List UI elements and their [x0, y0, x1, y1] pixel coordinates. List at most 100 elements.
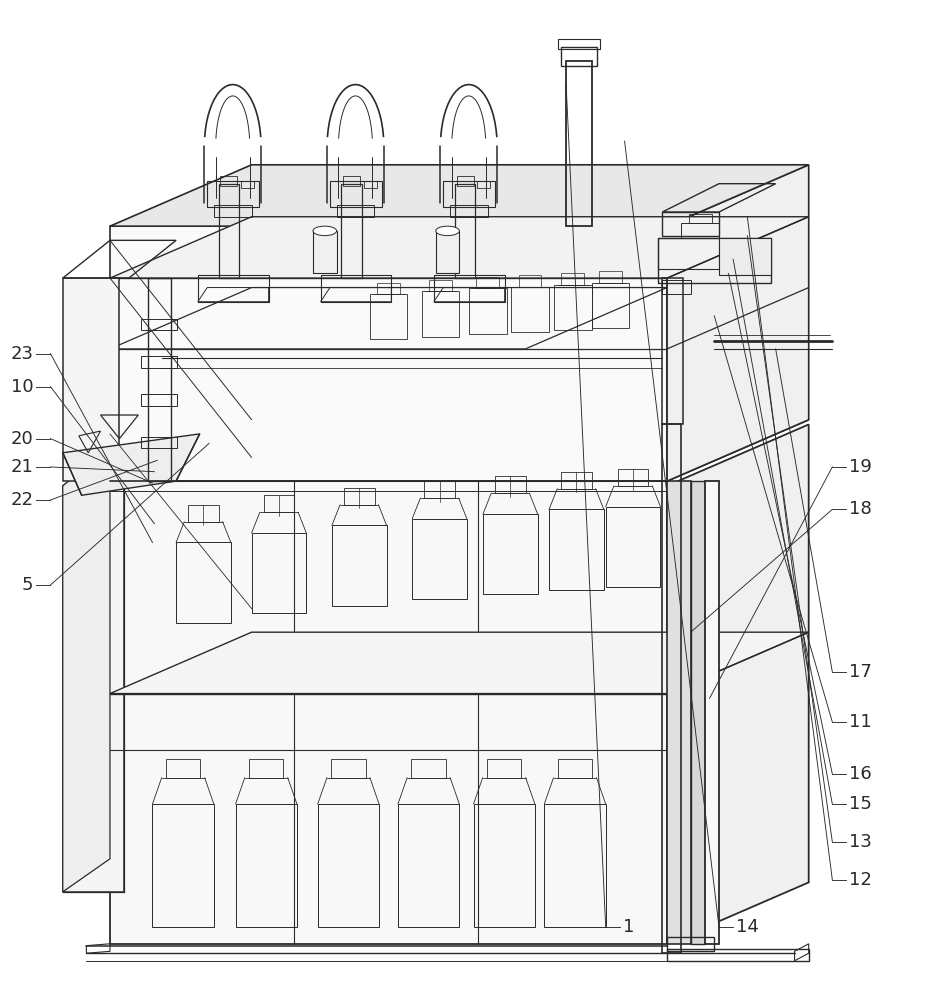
Bar [331, 525, 386, 606]
Text: 21: 21 [10, 458, 33, 476]
Bar [411, 759, 446, 778]
Bar [495, 476, 526, 493]
Bar [63, 278, 119, 481]
Bar [443, 181, 495, 207]
Bar [207, 181, 259, 207]
Bar [344, 488, 375, 505]
Text: 1: 1 [623, 918, 634, 936]
Bar [487, 759, 522, 778]
Bar [719, 238, 771, 275]
Text: 15: 15 [849, 795, 872, 813]
Bar [421, 291, 459, 337]
Text: 5: 5 [22, 576, 33, 594]
Bar [606, 507, 660, 587]
Bar [681, 223, 719, 238]
Text: 13: 13 [849, 833, 872, 851]
Text: 10: 10 [10, 378, 33, 396]
Bar [662, 212, 719, 236]
Bar [690, 481, 705, 944]
Bar [252, 533, 307, 613]
Bar [141, 356, 177, 368]
Bar [688, 214, 712, 223]
Bar [110, 481, 667, 944]
Bar [188, 505, 219, 522]
Bar [249, 759, 283, 778]
Polygon shape [110, 217, 809, 278]
Bar [554, 285, 592, 330]
Bar [148, 278, 171, 481]
Text: 23: 23 [10, 345, 33, 363]
Bar [617, 469, 649, 486]
Bar [450, 205, 488, 217]
Bar [667, 481, 690, 944]
Polygon shape [667, 424, 809, 944]
Bar [434, 275, 505, 302]
Bar [141, 319, 177, 330]
Bar [558, 759, 592, 778]
Bar [330, 181, 382, 207]
Text: 14: 14 [736, 918, 759, 936]
Polygon shape [110, 632, 809, 694]
Bar [562, 47, 598, 66]
Bar [662, 280, 690, 294]
Bar [657, 238, 719, 269]
Bar [429, 280, 452, 291]
Bar [469, 288, 507, 334]
Bar [483, 514, 538, 594]
Bar [657, 238, 771, 283]
Bar [331, 759, 366, 778]
Bar [562, 273, 584, 285]
Bar [545, 804, 606, 927]
Bar [474, 804, 535, 927]
Bar [455, 184, 475, 278]
Polygon shape [667, 165, 809, 481]
Bar [241, 181, 255, 188]
Bar [476, 277, 499, 288]
Bar [152, 804, 214, 927]
Bar [377, 283, 400, 294]
Bar [110, 226, 667, 481]
Polygon shape [63, 448, 110, 892]
Polygon shape [110, 420, 809, 481]
Text: 20: 20 [10, 430, 33, 448]
Text: 18: 18 [849, 500, 872, 518]
Bar [599, 271, 622, 283]
Bar [219, 184, 240, 278]
Bar [424, 481, 455, 498]
Bar [662, 424, 681, 953]
Bar [412, 519, 467, 599]
Text: 17: 17 [849, 663, 872, 681]
Bar [141, 394, 177, 406]
Bar [566, 61, 593, 226]
Bar [705, 481, 719, 944]
Bar [63, 486, 124, 892]
Polygon shape [63, 434, 200, 495]
Bar [662, 278, 683, 424]
Bar [561, 472, 592, 489]
Bar [263, 495, 295, 512]
Bar [511, 287, 549, 332]
Bar [549, 509, 604, 590]
Polygon shape [110, 165, 809, 226]
Bar [559, 39, 600, 49]
Bar [198, 275, 269, 302]
Bar [166, 759, 201, 778]
Bar [519, 275, 542, 287]
Bar [364, 181, 377, 188]
Bar [667, 937, 714, 951]
Text: 19: 19 [849, 458, 872, 476]
Bar [236, 804, 297, 927]
Bar [343, 176, 360, 186]
Bar [141, 437, 177, 448]
Bar [221, 176, 238, 186]
Bar [456, 176, 474, 186]
Bar [313, 231, 336, 273]
Text: 12: 12 [849, 871, 872, 889]
Bar [176, 542, 231, 623]
Text: 11: 11 [849, 713, 872, 731]
Bar [477, 181, 491, 188]
Text: 22: 22 [10, 491, 33, 509]
Bar [341, 184, 362, 278]
Bar [369, 294, 407, 339]
Bar [336, 205, 374, 217]
